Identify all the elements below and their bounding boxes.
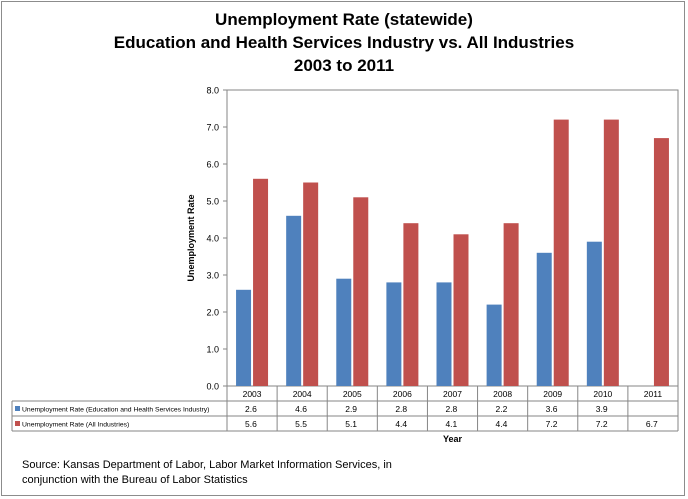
chart-title-line-2: Education and Health Services Industry v…: [113, 33, 575, 52]
y-axis-title: Unemployment Rate: [186, 194, 196, 281]
chart-title-line-1: Unemployment Rate (statewide): [215, 10, 473, 29]
data-table-value: 2.8: [395, 404, 407, 414]
y-tick-label: 6.0: [206, 160, 219, 170]
y-tick-label: 2.0: [206, 308, 219, 318]
y-tick-label: 5.0: [206, 197, 219, 207]
legend-key: [15, 421, 20, 426]
bar-all-industries: [653, 138, 669, 386]
legend-label: Unemployment Rate (Education and Health …: [22, 407, 209, 414]
bar-education-health: [336, 278, 352, 386]
y-tick-label: 4.0: [206, 234, 219, 244]
y-tick-label: 1.0: [206, 345, 219, 355]
data-table-value: 4.1: [445, 419, 457, 429]
bar-all-industries: [453, 234, 469, 386]
x-tick-label: 2010: [593, 389, 612, 399]
bar-education-health: [536, 252, 552, 386]
source-line-2: conjunction with the Bureau of Labor Sta…: [22, 474, 248, 486]
x-tick-label: 2003: [243, 389, 262, 399]
data-table-value: 2.8: [445, 404, 457, 414]
x-tick-label: 2011: [644, 389, 663, 399]
data-table-value: 4.4: [395, 419, 407, 429]
bar-all-industries: [403, 223, 419, 386]
y-tick-label: 8.0: [206, 86, 219, 96]
bar-education-health: [236, 289, 252, 386]
source-note: Source: Kansas Department of Labor, Labo…: [22, 458, 542, 488]
data-table-value: 5.1: [345, 419, 357, 429]
data-table-value: 2.2: [496, 404, 508, 414]
bar-all-industries: [503, 223, 519, 386]
data-table-value: 4.6: [295, 404, 307, 414]
x-tick-label: 2007: [443, 389, 462, 399]
data-table-value: 3.9: [596, 404, 608, 414]
data-table-value: 7.2: [596, 419, 608, 429]
bar-all-industries: [353, 197, 369, 386]
x-tick-label: 2006: [393, 389, 412, 399]
x-tick-label: 2009: [543, 389, 562, 399]
legend-label: Unemployment Rate (All Industries): [22, 422, 129, 429]
y-tick-label: 7.0: [206, 123, 219, 133]
bar-education-health: [386, 282, 402, 386]
bar-all-industries: [603, 119, 619, 386]
y-tick-label: 3.0: [206, 271, 219, 281]
data-table-value: 2.9: [345, 404, 357, 414]
chart-title-line-3: 2003 to 2011: [293, 56, 395, 75]
bar-education-health: [286, 215, 302, 386]
bar-all-industries: [253, 178, 269, 386]
x-axis-title: Year: [443, 434, 463, 444]
bar-all-industries: [553, 119, 569, 386]
data-table-value: 2.6: [245, 404, 257, 414]
bar-education-health: [486, 304, 502, 386]
y-tick-label: 0.0: [206, 382, 219, 392]
data-table-value: 4.4: [496, 419, 508, 429]
x-tick-label: 2005: [343, 389, 362, 399]
bar-all-industries: [303, 182, 319, 386]
data-table-value: 5.6: [245, 419, 257, 429]
source-line-1: Source: Kansas Department of Labor, Labo…: [22, 459, 392, 471]
x-tick-label: 2008: [493, 389, 512, 399]
data-table-value: 5.5: [295, 419, 307, 429]
bar-education-health: [436, 282, 452, 386]
bar-education-health: [586, 241, 602, 386]
data-table-value: 7.2: [546, 419, 558, 429]
legend-key: [15, 406, 20, 411]
data-table-value: 6.7: [646, 419, 658, 429]
data-table-value: 3.6: [546, 404, 558, 414]
x-tick-label: 2004: [293, 389, 312, 399]
